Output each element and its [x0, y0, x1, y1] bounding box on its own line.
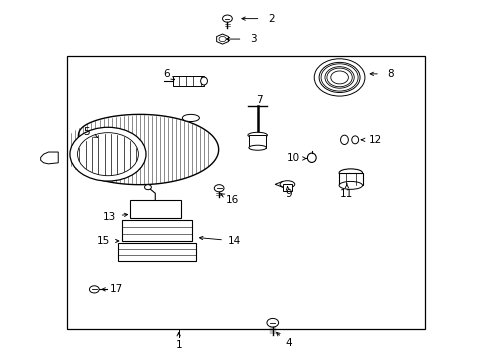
Text: 7: 7	[255, 95, 262, 105]
Ellipse shape	[351, 136, 358, 144]
Ellipse shape	[280, 181, 294, 188]
Text: 11: 11	[340, 189, 353, 199]
Ellipse shape	[338, 169, 362, 177]
FancyBboxPatch shape	[130, 201, 181, 218]
Text: 17: 17	[110, 284, 123, 294]
Text: 16: 16	[225, 195, 239, 205]
Bar	[172, 76, 203, 86]
Text: 10: 10	[286, 153, 299, 163]
Ellipse shape	[307, 153, 316, 162]
Text: 15: 15	[96, 236, 109, 246]
Ellipse shape	[248, 145, 266, 150]
Bar	[282, 184, 292, 192]
Ellipse shape	[70, 127, 146, 181]
Circle shape	[214, 185, 224, 192]
Ellipse shape	[340, 135, 347, 144]
Bar	[66, 56, 424, 329]
Circle shape	[266, 319, 278, 327]
Ellipse shape	[338, 181, 362, 189]
Circle shape	[222, 15, 232, 22]
Polygon shape	[78, 114, 218, 185]
FancyBboxPatch shape	[118, 243, 195, 261]
Text: 8: 8	[386, 69, 393, 79]
Text: 9: 9	[285, 189, 291, 199]
FancyBboxPatch shape	[122, 220, 192, 241]
Polygon shape	[216, 34, 228, 44]
Text: 13: 13	[102, 212, 115, 221]
Ellipse shape	[182, 114, 199, 122]
Circle shape	[219, 36, 225, 42]
Text: 12: 12	[368, 135, 381, 145]
Ellipse shape	[200, 77, 207, 85]
Circle shape	[89, 286, 99, 293]
Ellipse shape	[78, 133, 138, 176]
Polygon shape	[41, 152, 58, 164]
Bar	[338, 173, 362, 185]
Text: 3: 3	[249, 34, 256, 44]
Text: 5: 5	[82, 127, 89, 136]
Text: 4: 4	[285, 338, 291, 348]
Circle shape	[144, 185, 151, 190]
Text: 6: 6	[163, 69, 169, 79]
Text: 1: 1	[175, 340, 182, 350]
Bar	[248, 135, 266, 148]
Text: 14: 14	[228, 236, 241, 246]
Ellipse shape	[247, 132, 267, 138]
Text: 2: 2	[267, 14, 274, 24]
